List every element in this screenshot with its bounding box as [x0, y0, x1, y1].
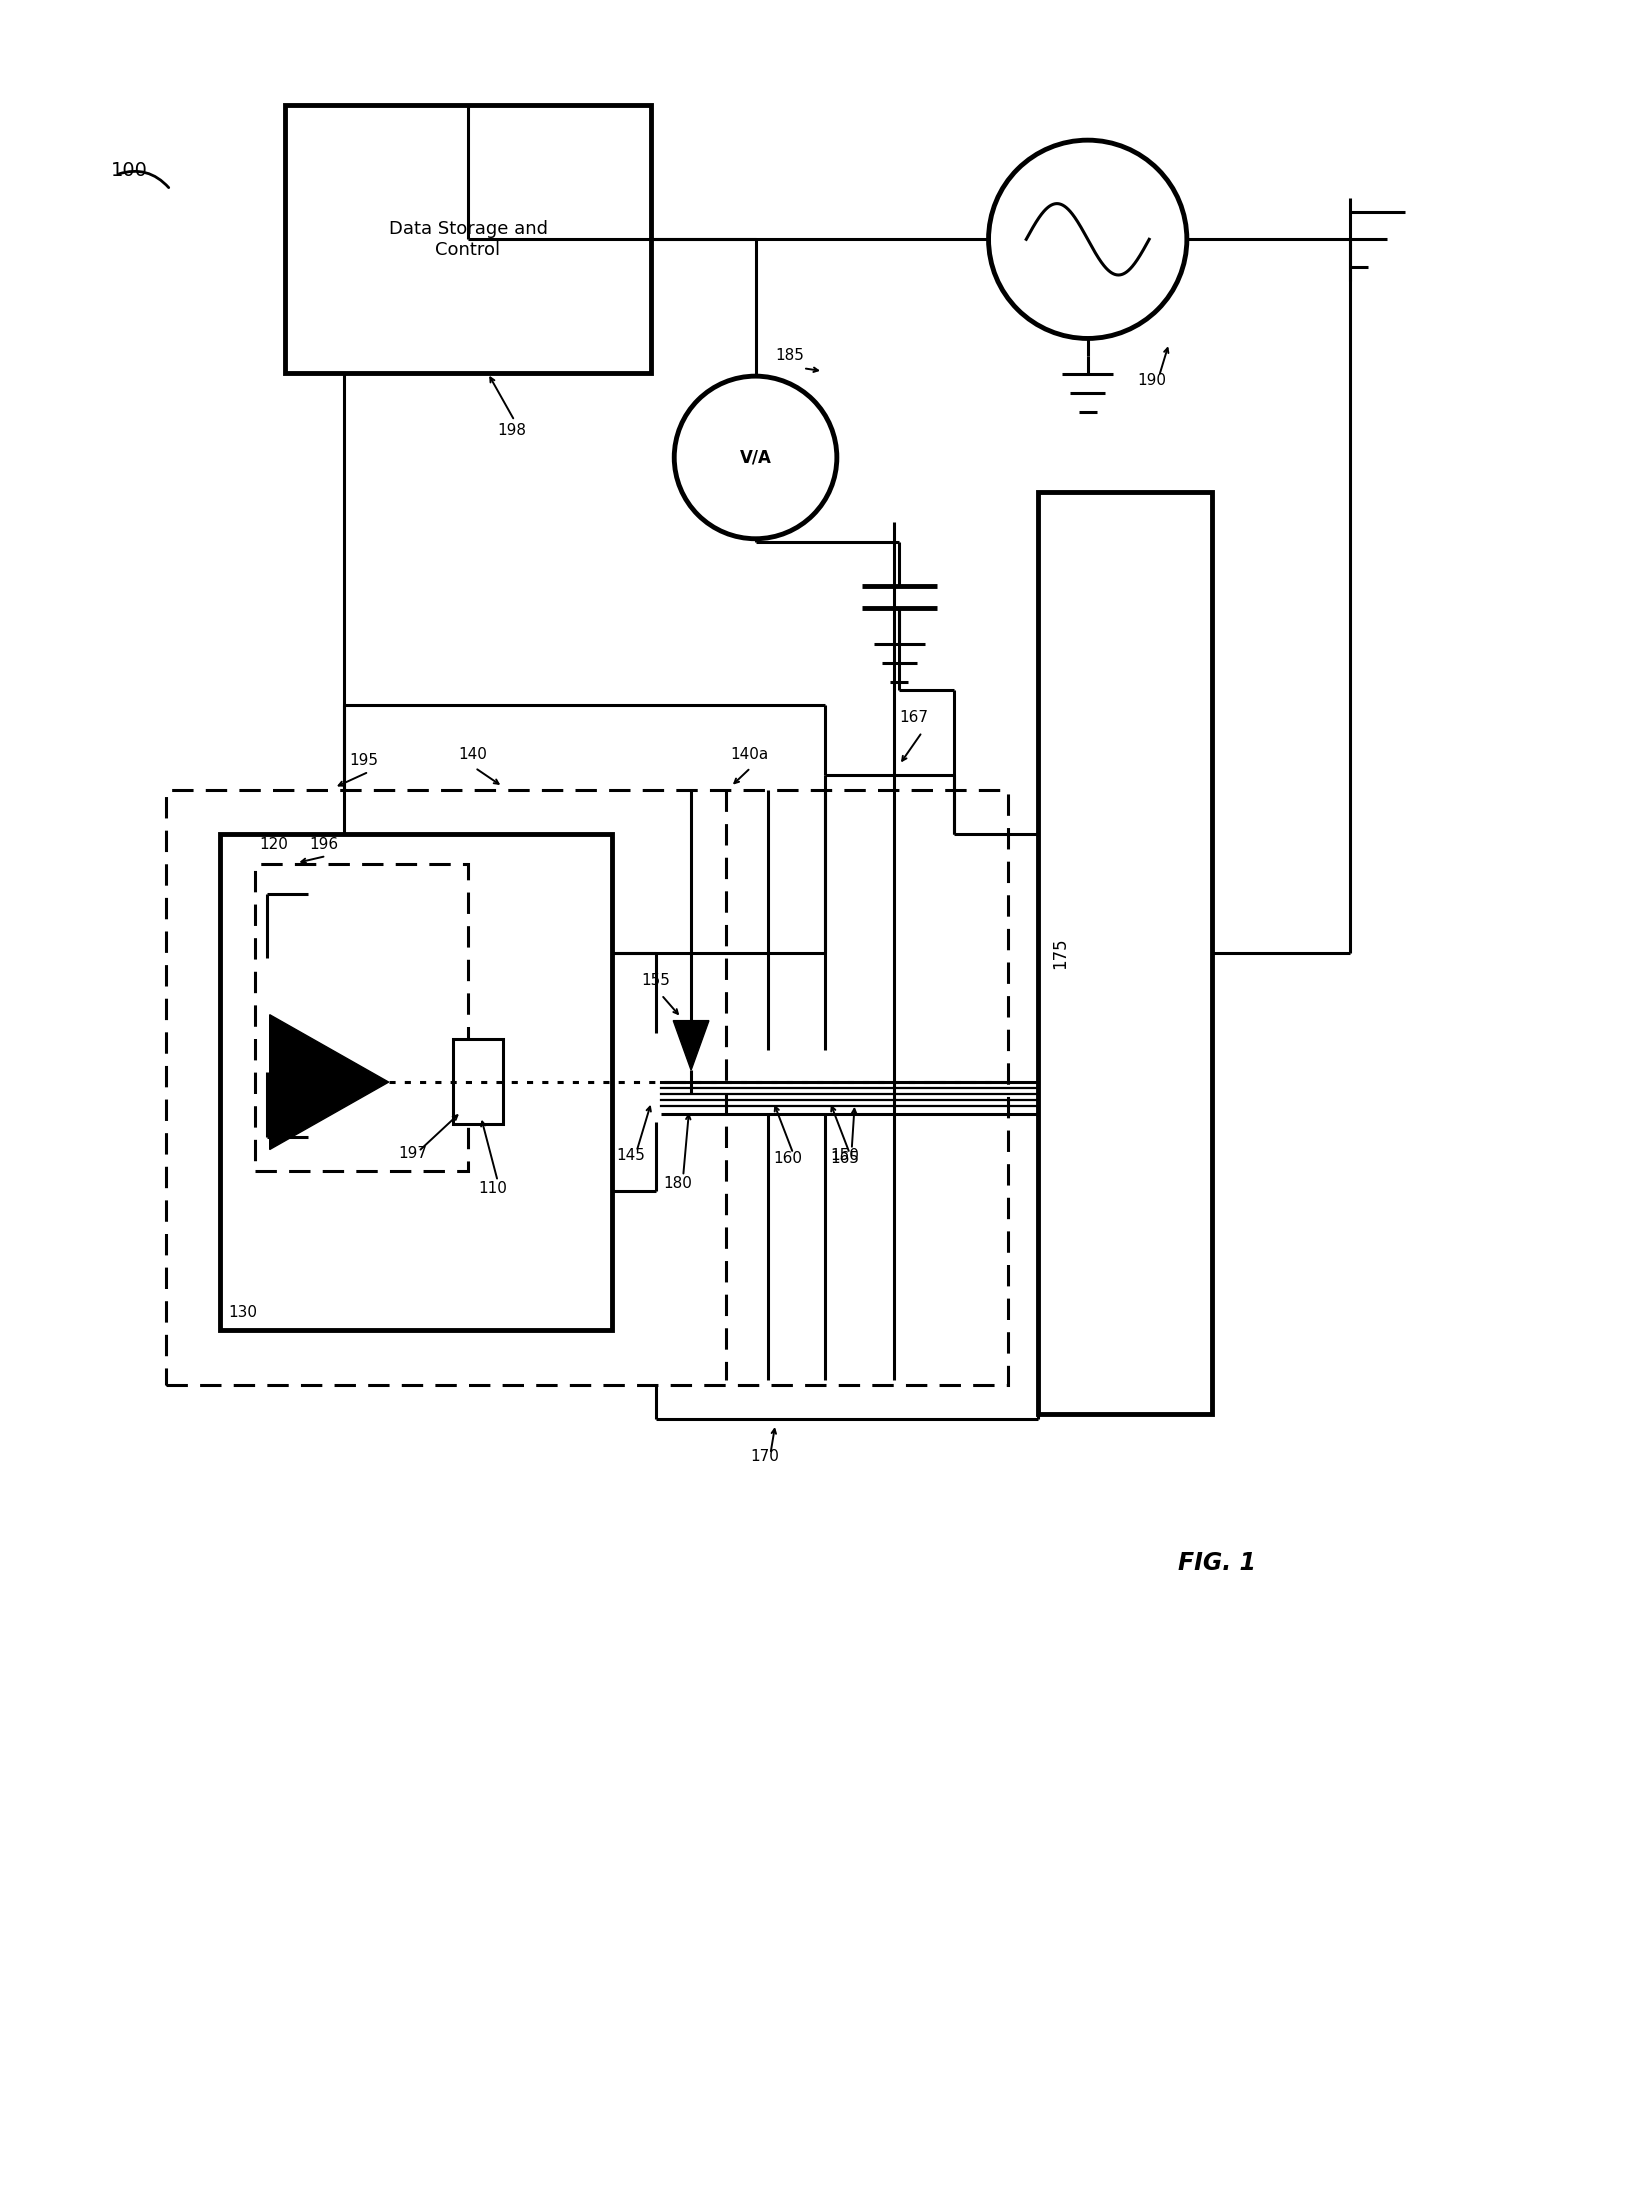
Circle shape — [675, 376, 837, 538]
Text: Data Storage and
Control: Data Storage and Control — [388, 221, 547, 258]
Text: 167: 167 — [899, 711, 929, 726]
Text: 197: 197 — [398, 1146, 428, 1161]
Bar — [219, 833, 611, 1330]
Text: 100: 100 — [111, 162, 147, 179]
Circle shape — [989, 140, 1188, 339]
Polygon shape — [673, 1021, 709, 1069]
Text: 190: 190 — [1137, 374, 1166, 387]
Text: 160: 160 — [773, 1150, 803, 1166]
Polygon shape — [270, 1015, 388, 1150]
Text: 140a: 140a — [731, 746, 768, 761]
Text: 110: 110 — [478, 1181, 506, 1196]
Text: 198: 198 — [498, 422, 527, 437]
Text: 195: 195 — [349, 752, 378, 768]
Text: 175: 175 — [1052, 938, 1070, 969]
Text: FIG. 1: FIG. 1 — [1178, 1551, 1256, 1575]
Text: 130: 130 — [228, 1306, 257, 1321]
Text: V/A: V/A — [740, 448, 771, 466]
Bar — [454, 1039, 503, 1124]
Bar — [1038, 492, 1212, 1415]
Text: 120: 120 — [260, 838, 288, 853]
Text: 185: 185 — [775, 348, 804, 363]
Text: 170: 170 — [750, 1448, 780, 1463]
Text: 140: 140 — [459, 746, 486, 761]
Text: 145: 145 — [618, 1148, 645, 1163]
Text: 155: 155 — [642, 973, 670, 989]
Text: 165: 165 — [830, 1150, 858, 1166]
Bar — [285, 105, 652, 374]
Text: 150: 150 — [830, 1148, 858, 1163]
Text: 180: 180 — [663, 1177, 693, 1192]
Text: 196: 196 — [310, 838, 339, 853]
